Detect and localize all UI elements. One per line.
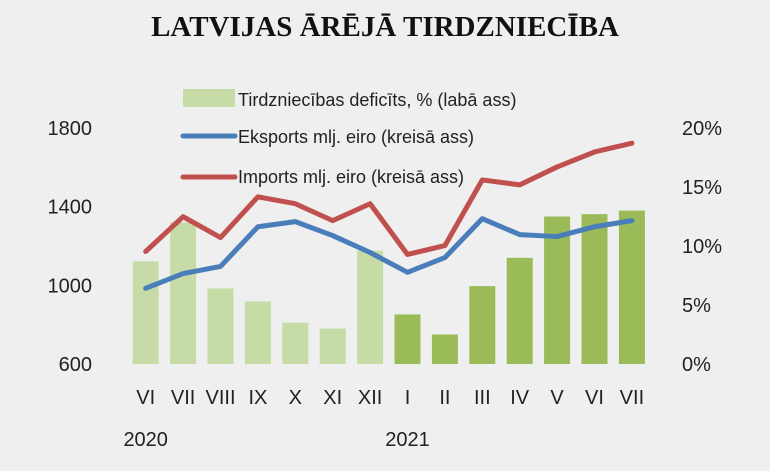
right-axis-tick: 15% [682, 177, 722, 199]
x-axis-tick: VIII [205, 387, 235, 409]
deficit-bar [282, 322, 309, 364]
chart-title: LATVIJAS ĀRĒJĀ TIRDZNIECĪBA [151, 11, 619, 43]
legend-label-import: Imports mlj. eiro (kreisā ass) [238, 167, 464, 187]
x-axis-tick: V [550, 387, 564, 409]
deficit-bar [394, 314, 421, 364]
left-axis-tick: 1800 [48, 118, 93, 140]
left-axis-tick: 1400 [48, 197, 93, 219]
x-axis-tick: II [439, 387, 450, 409]
legend-bar-swatch [183, 89, 235, 107]
right-axis-tick: 10% [682, 236, 722, 258]
x-axis-tick: I [405, 387, 411, 409]
x-axis-tick: VI [585, 387, 604, 409]
year-label: 2021 [385, 429, 430, 451]
lines-group [143, 140, 635, 291]
legend: Tirdzniecības deficīts, % (labā ass) Eksp… [180, 89, 516, 187]
x-axis-tick: VII [171, 387, 195, 409]
x-axis-tick: IX [248, 387, 267, 409]
x-axis-tick: XII [358, 387, 382, 409]
legend-label-export: Eksports mlj. eiro (kreisā ass) [238, 127, 474, 147]
import-line [143, 140, 635, 257]
x-axis-tick: VII [620, 387, 644, 409]
x-axis-tick: X [289, 387, 302, 409]
export-line [143, 216, 635, 291]
legend-label-deficit: Tirdzniecības deficīts, % (labā ass) [238, 90, 516, 110]
deficit-bar [469, 286, 496, 364]
deficit-bar [319, 328, 346, 364]
year-label: 2020 [123, 429, 168, 451]
x-axis-tick: IV [510, 387, 530, 409]
deficit-bar [618, 210, 645, 364]
deficit-bar [132, 261, 159, 364]
deficit-bar [244, 301, 271, 364]
x-axis-tick: III [474, 387, 491, 409]
left-axis-tick: 1000 [48, 275, 93, 297]
x-axis-tick: XI [323, 387, 342, 409]
deficit-bar [544, 216, 571, 364]
right-axis-tick: 20% [682, 118, 722, 140]
deficit-bar [357, 250, 384, 364]
deficit-bar [170, 222, 197, 364]
right-axis-tick: 0% [682, 354, 711, 376]
bars-group [132, 210, 645, 364]
deficit-bar [506, 257, 533, 364]
right-axis-tick: 5% [682, 295, 711, 317]
deficit-bar [581, 214, 608, 364]
deficit-bar [207, 288, 234, 364]
x-axis-tick: VI [136, 387, 155, 409]
deficit-bar [431, 334, 458, 364]
left-axis-tick: 600 [59, 354, 92, 376]
